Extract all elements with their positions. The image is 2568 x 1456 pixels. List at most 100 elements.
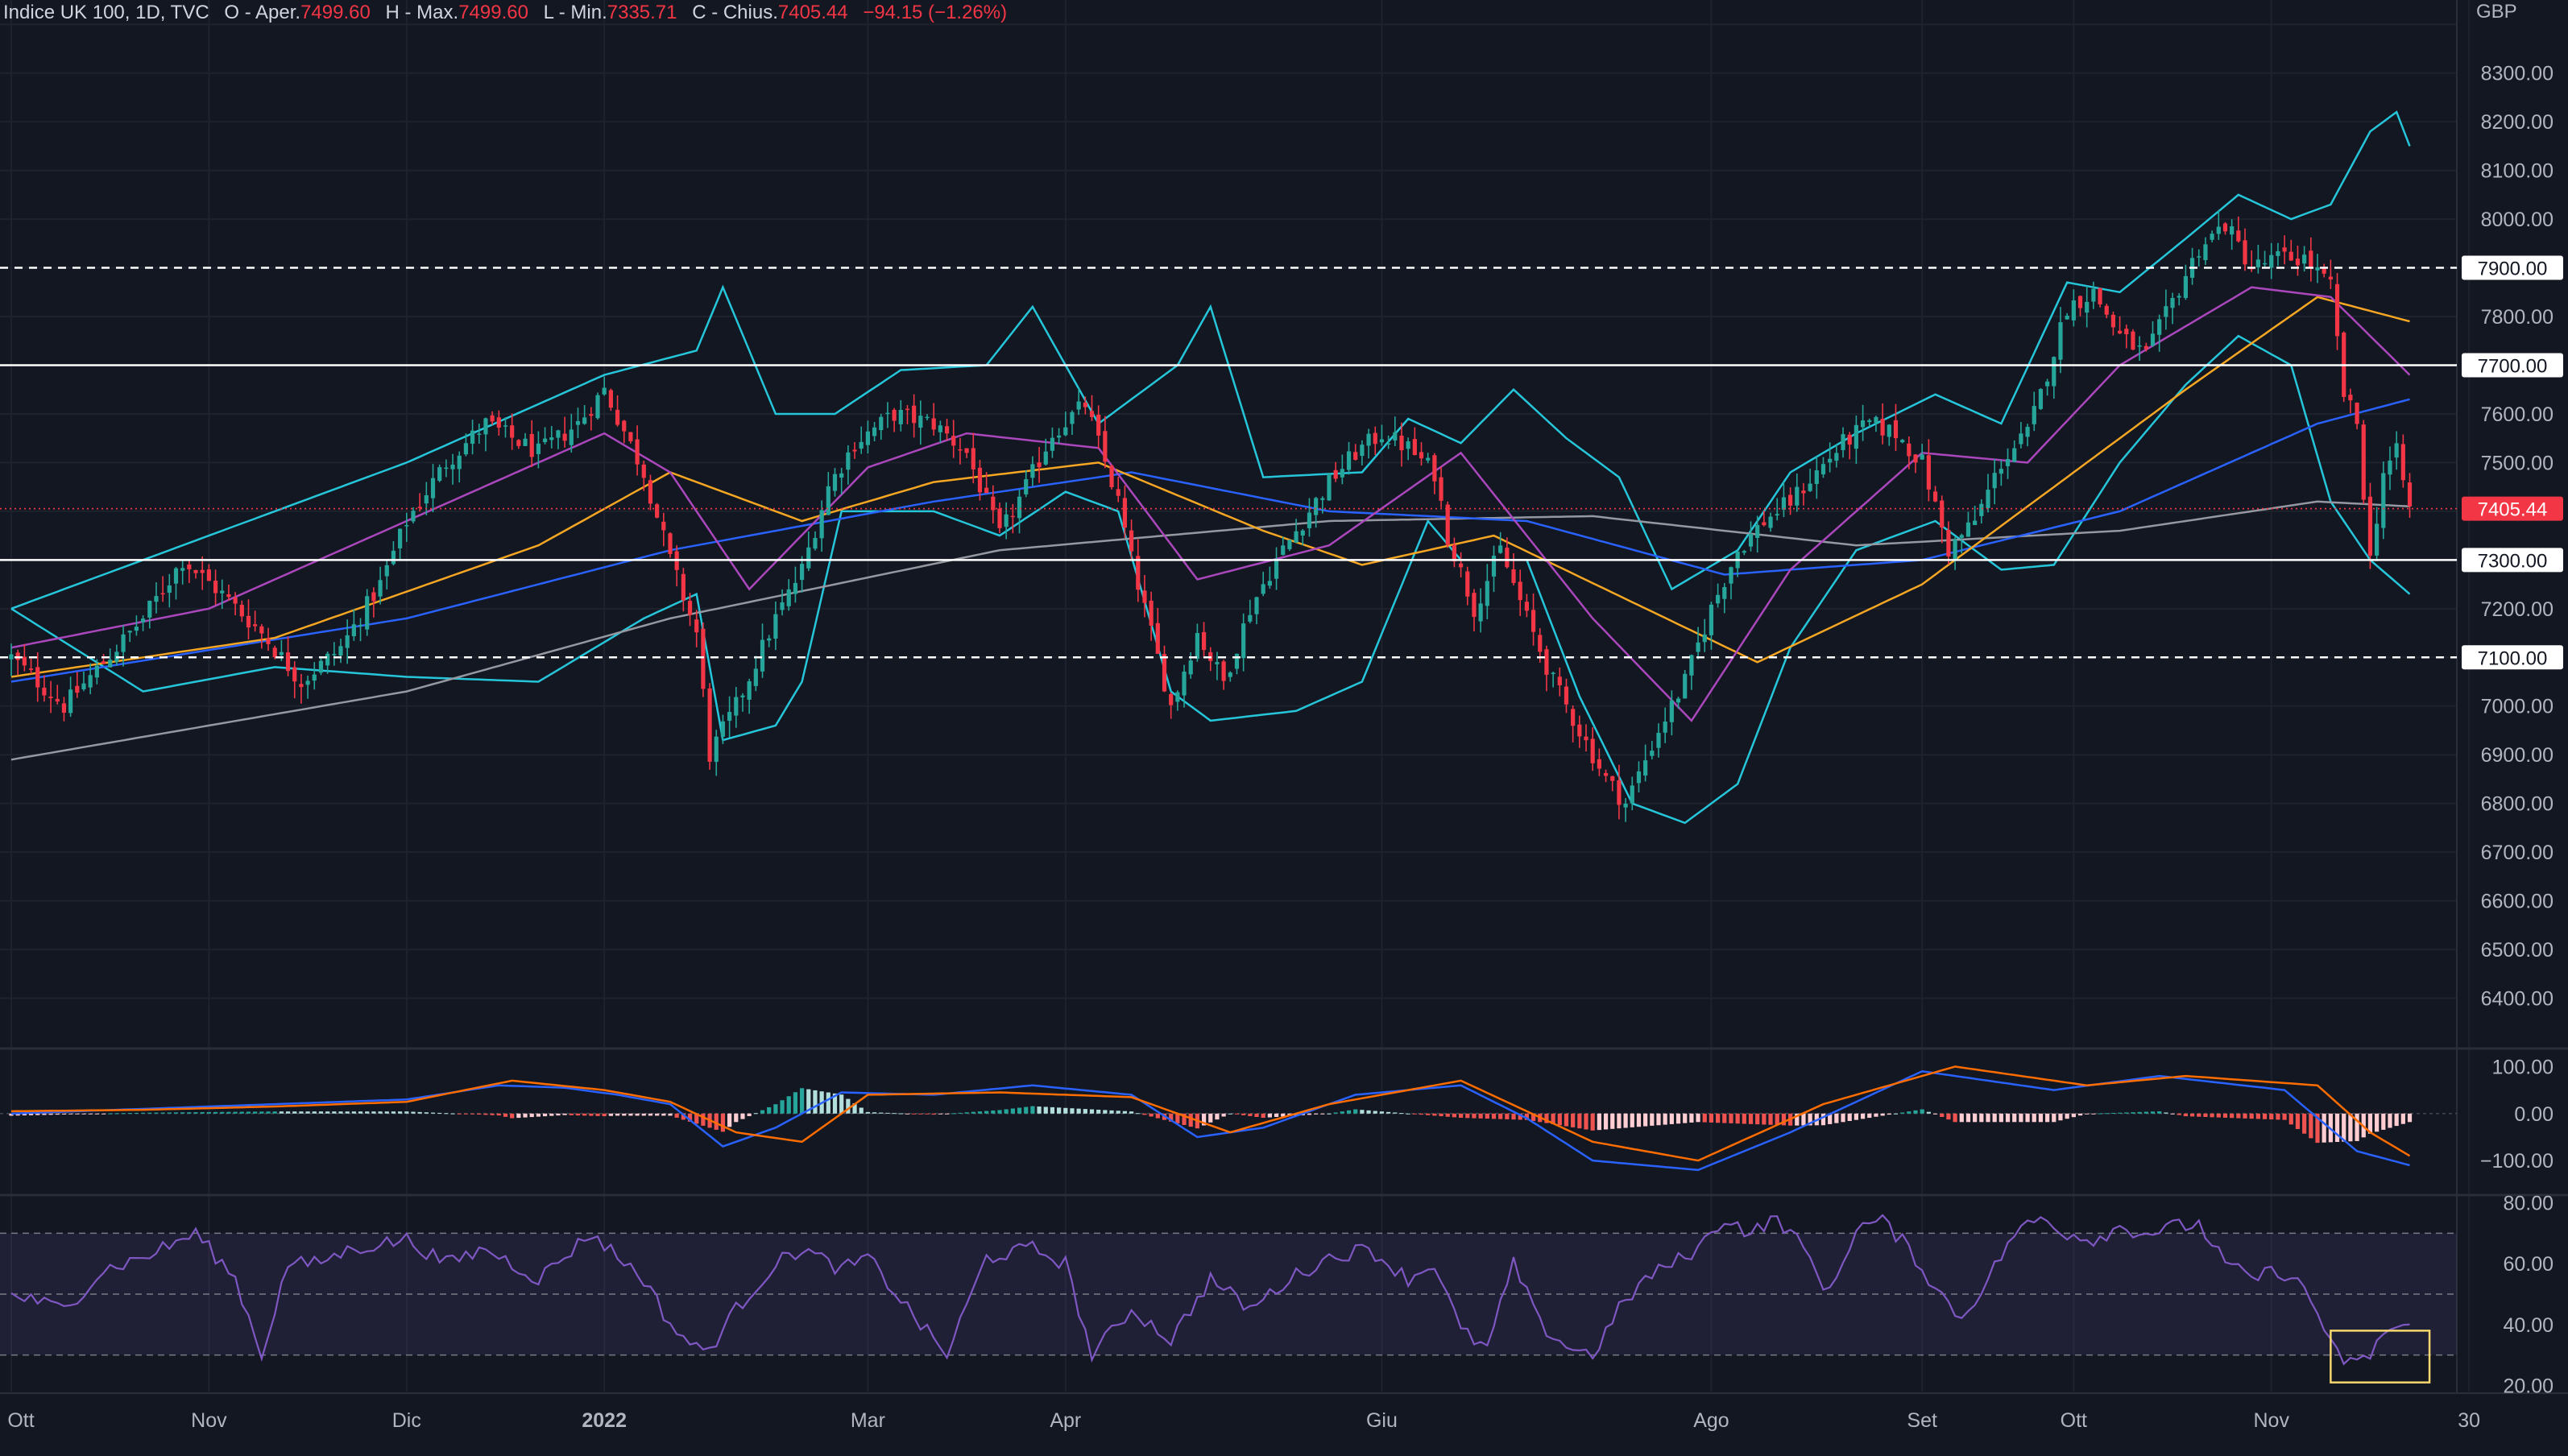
candle-body — [1149, 600, 1154, 626]
macd-histogram-bar — [477, 1113, 482, 1115]
candle — [2216, 209, 2221, 240]
macd-histogram-bar — [2367, 1113, 2373, 1134]
candle-body — [437, 467, 442, 482]
candle-body — [1538, 635, 1543, 652]
macd-histogram-bar — [2236, 1113, 2241, 1119]
candle — [2309, 237, 2313, 282]
macd-histogram-bar — [628, 1113, 633, 1116]
macd-histogram-bar — [786, 1096, 791, 1114]
candle — [536, 431, 541, 469]
macd-histogram-bar — [2065, 1113, 2069, 1119]
candle-body — [160, 593, 165, 595]
candle-body — [1709, 604, 1714, 635]
price-tick-label: 8100.00 — [2481, 160, 2554, 183]
time-axis[interactable]: OttNovDic2022MarAprGiuAgoSetOttNov302023… — [0, 1394, 2568, 1456]
macd-histogram-bar — [1820, 1113, 1826, 1126]
candle-body — [898, 409, 903, 424]
candle — [971, 432, 975, 484]
candle — [226, 584, 231, 601]
candle — [1109, 464, 1114, 490]
macd-histogram-bar — [61, 1113, 67, 1115]
candle-body — [589, 414, 594, 416]
bollinger-lower-line — [10, 334, 2411, 825]
candle-body — [1195, 633, 1199, 659]
macd-histogram-bar — [694, 1113, 699, 1124]
candle-body — [305, 680, 310, 685]
time-tick-label: Dic — [392, 1409, 421, 1432]
candle — [2197, 249, 2201, 267]
macd-histogram-bar — [529, 1113, 534, 1118]
candle — [938, 420, 942, 444]
macd-histogram-bar — [734, 1113, 739, 1123]
macd-histogram-bar — [1491, 1113, 1497, 1119]
rsi-pane[interactable] — [0, 1214, 2457, 1384]
candle-body — [200, 569, 205, 573]
candle — [582, 405, 587, 425]
level-label-box — [2462, 645, 2563, 670]
candle-body — [2052, 357, 2056, 387]
candle — [2302, 246, 2307, 272]
candle-body — [332, 654, 337, 656]
candle — [813, 531, 818, 551]
candle — [1965, 511, 1971, 537]
macd-histogram-bar — [753, 1113, 758, 1115]
candle — [2269, 242, 2274, 279]
macd-histogram-bar — [305, 1111, 310, 1114]
candle-body — [1122, 498, 1128, 528]
candle-body — [1669, 700, 1674, 722]
macd-histogram-bar — [687, 1113, 693, 1122]
candle — [345, 619, 350, 664]
macd-histogram-bar — [542, 1113, 548, 1117]
candle — [1116, 477, 1120, 503]
candle-body — [648, 480, 653, 504]
macd-histogram-bar — [1155, 1113, 1160, 1119]
macd-histogram-bar — [1689, 1113, 1694, 1123]
candle-body — [510, 425, 515, 438]
candle-body — [1702, 634, 1707, 643]
macd-histogram-bar — [1439, 1113, 1443, 1117]
macd-histogram-bar — [1675, 1113, 1681, 1124]
macd-histogram-bar — [2222, 1113, 2228, 1118]
candle — [160, 576, 165, 602]
macd-histogram-bar — [127, 1113, 132, 1115]
candle — [187, 560, 192, 584]
candle-body — [2058, 322, 2063, 360]
price-pane[interactable] — [0, 110, 2457, 825]
macd-histogram-bar — [22, 1113, 27, 1116]
candle — [602, 376, 607, 396]
symbol-title[interactable]: Indice UK 100, 1D, TVC — [3, 2, 209, 23]
macd-pane[interactable] — [0, 1065, 2457, 1172]
level-label-box — [2462, 255, 2563, 280]
macd-histogram-bar — [595, 1113, 600, 1116]
macd-histogram-bar — [2210, 1113, 2214, 1118]
candle-body — [470, 430, 475, 445]
candle — [1314, 496, 1319, 528]
candle-body — [1656, 733, 1661, 748]
macd-histogram-bar — [1333, 1112, 1338, 1114]
candle-body — [984, 487, 989, 494]
rsi-highlight-box[interactable] — [2330, 1330, 2431, 1384]
macd-histogram-bar — [285, 1111, 291, 1114]
candle — [1544, 645, 1549, 692]
candle-body — [1953, 539, 1957, 560]
candle — [2065, 312, 2069, 320]
candle — [773, 601, 778, 651]
macd-histogram-bar — [1722, 1113, 1727, 1123]
candle — [2052, 356, 2056, 399]
macd-histogram-bar — [28, 1113, 34, 1115]
candle-body — [233, 598, 238, 604]
candle-body — [2222, 223, 2228, 232]
macd-histogram-bar — [147, 1112, 152, 1114]
candle-body — [1307, 512, 1312, 528]
candle-body — [134, 627, 139, 631]
price-axis[interactable]: 7900.00 7700.00 7300.00 7100.00 6400.00 6500.… — [2462, 1, 2563, 1397]
candle-body — [1155, 623, 1160, 654]
candle-body — [81, 683, 86, 689]
candle — [1900, 439, 1905, 444]
macd-histogram-bar — [1511, 1113, 1516, 1120]
candle — [1729, 566, 1733, 600]
candle — [2367, 482, 2373, 569]
candle-body — [1419, 452, 1424, 459]
candle-body — [345, 635, 350, 648]
